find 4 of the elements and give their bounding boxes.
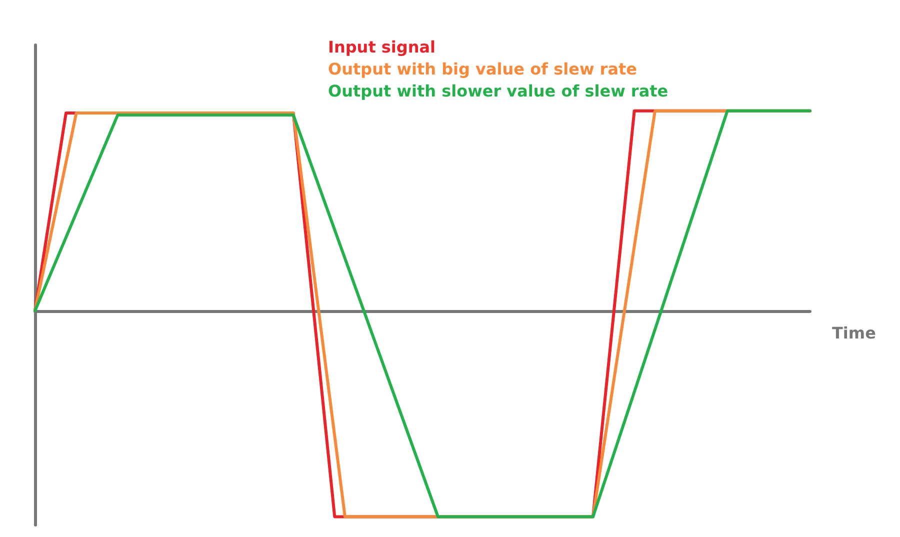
text: Output with slower value of slew rate xyxy=(328,82,668,100)
text: Input signal xyxy=(328,38,436,56)
x-axis-title: Time xyxy=(832,323,876,342)
text: Output with big value of slew rate xyxy=(328,60,638,78)
